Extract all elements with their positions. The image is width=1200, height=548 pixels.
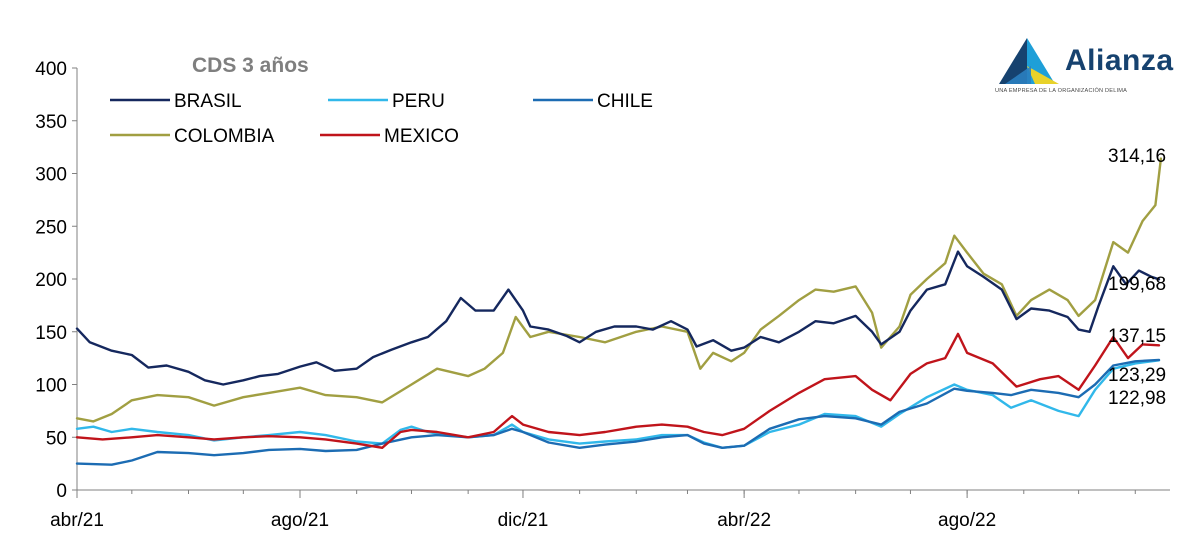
alianza-logo-icon	[999, 38, 1059, 84]
y-tick-label: 50	[46, 428, 67, 449]
x-tick-label: abr/21	[50, 510, 104, 531]
y-tick-label: 100	[35, 376, 67, 397]
legend-label-peru: PERU	[392, 91, 445, 112]
y-axis: 0 50 100 150 200 250 300 350 400	[35, 59, 78, 502]
alianza-logo-name: Alianza	[1065, 44, 1174, 77]
end-label-colombia: 314,16	[1108, 146, 1166, 167]
legend: BRASIL PERU CHILE COLOMBIA MEXICO	[110, 91, 653, 147]
series-line-peru	[75, 359, 1161, 449]
chart-title: CDS 3 años	[192, 54, 309, 77]
legend-label-mexico: MEXICO	[384, 126, 459, 147]
alianza-logo-tagline: UNA EMPRESA DE LA ORGANIZACIÓN DELIMA	[995, 88, 1128, 94]
x-tick-label: ago/22	[938, 510, 996, 531]
y-tick-label: 150	[35, 323, 67, 344]
series-line-brasil	[75, 250, 1161, 386]
y-tick-label: 250	[35, 217, 67, 238]
series-lines	[75, 157, 1163, 466]
series-line-chile	[75, 358, 1161, 466]
end-label-mexico: 137,15	[1108, 326, 1166, 347]
x-tick-label: abr/22	[717, 510, 771, 531]
y-tick-label: 300	[35, 165, 67, 186]
series-line-colombia	[75, 157, 1163, 423]
x-tick-label: ago/21	[271, 510, 329, 531]
end-label-chile: 123,29	[1108, 365, 1166, 386]
legend-label-colombia: COLOMBIA	[174, 126, 275, 147]
x-axis: abr/21 ago/21 dic/21 abr/22 ago/22	[50, 489, 1170, 531]
end-label-peru: 122,98	[1108, 388, 1166, 409]
y-tick-label: 350	[35, 112, 67, 133]
legend-label-brasil: BRASIL	[174, 91, 242, 112]
x-tick-label: dic/21	[498, 510, 549, 531]
end-label-brasil: 199,68	[1108, 274, 1166, 295]
alianza-logo: Alianza UNA EMPRESA DE LA ORGANIZACIÓN D…	[993, 34, 1193, 104]
y-tick-label: 200	[35, 270, 67, 291]
y-tick-label: 0	[56, 481, 67, 502]
series-line-mexico	[75, 332, 1161, 449]
legend-label-chile: CHILE	[597, 91, 653, 112]
y-tick-label: 400	[35, 59, 67, 80]
